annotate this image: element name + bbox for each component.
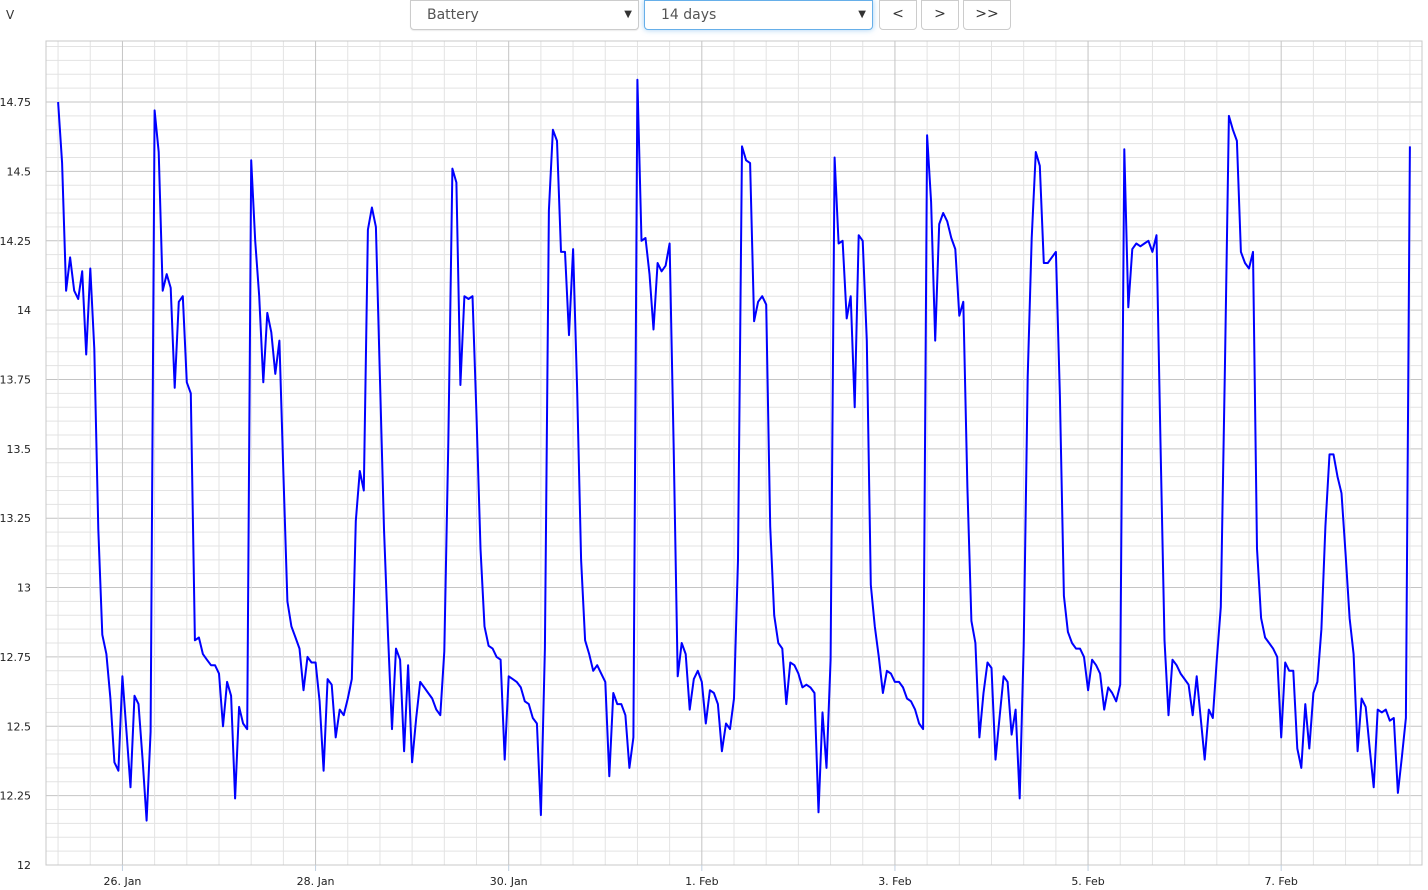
y-tick-label: 12.5 [7, 720, 32, 733]
x-axis-ticks: 26. Jan 28. Jan 30. Jan 1. Feb 3. Feb 5. Feb 7… [103, 865, 1298, 888]
y-tick-label: 14.25 [0, 235, 31, 248]
range-select-value: 14 days [661, 7, 717, 23]
y-tick-label: 12.25 [0, 790, 31, 803]
y-tick-label: 13.75 [0, 373, 31, 386]
y-tick-label: 12 [17, 859, 31, 872]
y-tick-label: 12.75 [0, 651, 31, 664]
grid [45, 40, 1423, 866]
source-select[interactable]: Battery ▼ [410, 0, 639, 30]
series [57, 78, 1411, 822]
x-tick-label: 5. Feb [1071, 875, 1104, 888]
y-tick-label: 13.25 [0, 512, 31, 525]
source-select-value: Battery [427, 7, 479, 23]
range-select[interactable]: 14 days ▼ [644, 0, 873, 30]
x-tick-label: 3. Feb [878, 875, 911, 888]
x-tick-label: 26. Jan [103, 875, 141, 888]
plot-border [45, 40, 1423, 866]
latest-button[interactable]: >> [963, 0, 1011, 30]
next-button[interactable]: > [921, 0, 959, 30]
previous-button[interactable]: < [879, 0, 917, 30]
series-line [57, 78, 1411, 822]
x-tick-label: 1. Feb [685, 875, 718, 888]
y-tick-label: 14.75 [0, 96, 31, 109]
x-tick-label: 7. Feb [1264, 875, 1297, 888]
y-tick-label: 13.5 [7, 443, 32, 456]
caret-down-icon: ▼ [858, 9, 866, 20]
y-axis-ticks: 12 12.25 12.5 12.75 13 13.25 13.5 13.75 14 14.25 1… [0, 96, 31, 872]
y-axis-unit-label: V [6, 8, 15, 22]
y-tick-label: 13 [17, 582, 31, 595]
x-tick-label: 28. Jan [297, 875, 335, 888]
x-tick-label: 30. Jan [490, 875, 528, 888]
y-tick-label: 14.5 [7, 165, 32, 178]
caret-down-icon: ▼ [624, 9, 632, 20]
y-tick-label: 14 [17, 304, 31, 317]
